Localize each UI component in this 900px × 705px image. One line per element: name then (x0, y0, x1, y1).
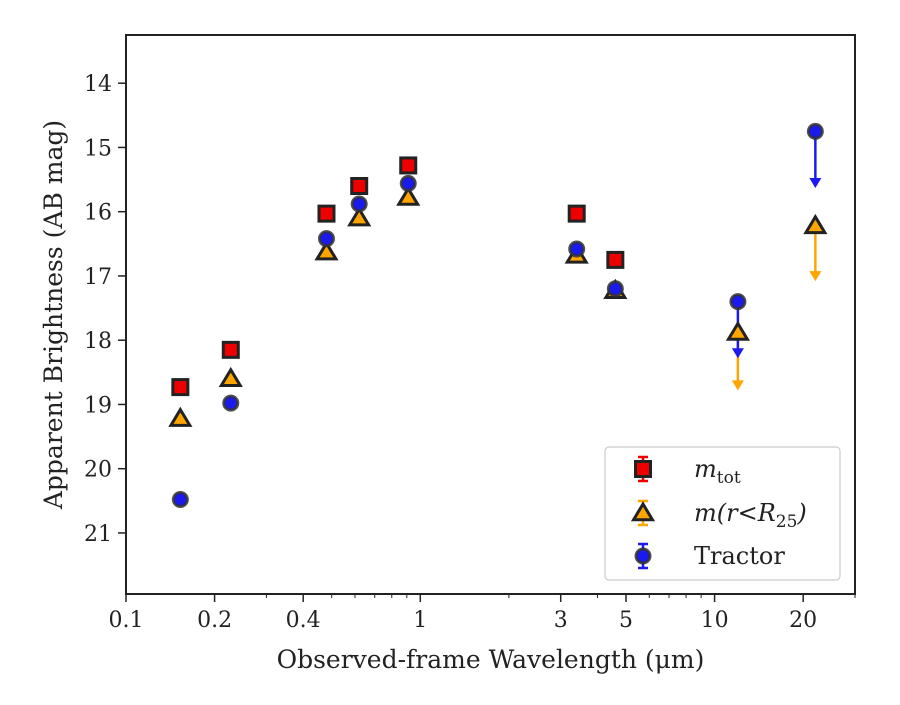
plot-marks (168, 122, 828, 509)
y-tick-label: 14 (84, 72, 112, 97)
y-tick-label: 20 (84, 458, 112, 483)
x-tick-label: 1 (413, 608, 427, 633)
y-tick-label: 15 (84, 136, 112, 161)
data-point-circle (806, 122, 824, 140)
data-point-circle (171, 491, 189, 509)
legend-label: Tractor (694, 542, 785, 570)
plot-frame (125, 34, 856, 595)
data-point-square (317, 204, 336, 223)
legend-marker-square (634, 460, 652, 478)
data-point-square (350, 176, 369, 195)
y-tick-label: 21 (84, 522, 112, 547)
y-tick-label: 19 (84, 393, 112, 418)
data-point-square (567, 204, 586, 223)
data-point-square (606, 250, 625, 269)
axis-ticks: 0.1 0.2 0.4 1 3 5 10 20 14 15 16 17 18 19 20 21 (84, 72, 856, 633)
x-tick-label: 3 (554, 608, 568, 633)
x-tick-label: 10 (701, 608, 729, 633)
data-point-square (171, 378, 190, 397)
limit-arrow-head (809, 177, 822, 188)
legend-box (604, 446, 841, 581)
data-point-triangle (314, 240, 339, 261)
legend-marker-circle (634, 547, 652, 565)
legend-label: mtot (694, 455, 741, 488)
data-point-circle (606, 280, 624, 298)
data-point-triangle (347, 206, 372, 227)
legend: mtot m(r<R25) Tractor (604, 446, 841, 581)
data-point-circle (317, 230, 335, 248)
x-tick-label: 0.4 (286, 608, 321, 633)
y-tick-label: 17 (84, 265, 112, 290)
data-point-square (399, 156, 418, 175)
data-point-circle (568, 240, 586, 258)
data-point-triangle (168, 406, 193, 427)
legend-marker-triangle (630, 501, 656, 522)
data-point-triangle (725, 320, 750, 341)
limit-arrow-head (731, 348, 744, 359)
data-point-triangle (396, 185, 421, 206)
x-tick-label: 0.1 (109, 608, 144, 633)
y-tick-label: 16 (84, 201, 112, 226)
x-axis-label: Observed-frame Wavelength (μm) (277, 645, 705, 674)
data-point-triangle (803, 213, 828, 235)
limit-arrow-head (731, 380, 744, 391)
limit-arrow-head (809, 271, 822, 282)
x-tick-label: 5 (619, 608, 633, 633)
data-point-triangle (218, 366, 243, 388)
y-axis-label: Apparent Brightness (AB mag) (39, 120, 68, 510)
data-point-circle (729, 293, 747, 311)
data-point-square (221, 340, 240, 359)
data-point-circle (222, 394, 240, 412)
x-tick-label: 0.2 (197, 608, 232, 633)
data-point-circle (399, 174, 417, 192)
legend-label: m(r<R25) (694, 499, 807, 532)
x-tick-label: 20 (789, 608, 817, 633)
data-point-circle (350, 195, 368, 213)
y-tick-label: 18 (84, 329, 112, 354)
